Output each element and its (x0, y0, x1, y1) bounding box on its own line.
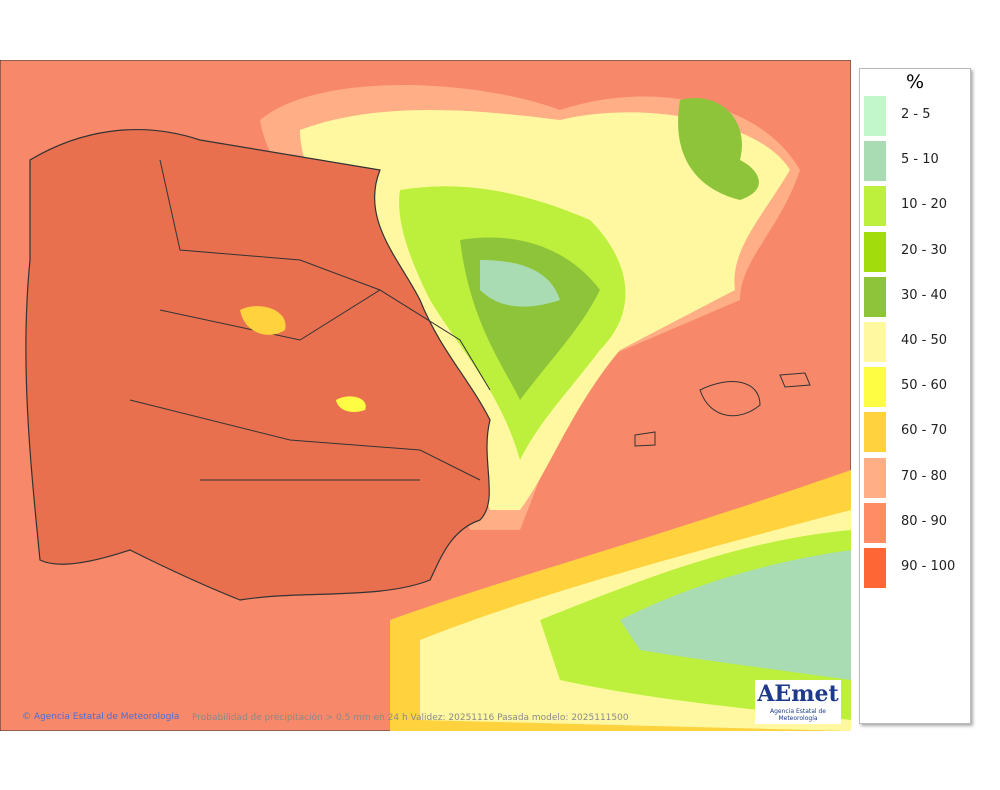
legend-item: 2 - 5 (864, 96, 968, 136)
logo-text: AEmet (757, 681, 839, 707)
legend-label: 10 - 20 (901, 197, 948, 213)
legend-label: 80 - 90 (901, 513, 948, 529)
legend-item: 5 - 10 (864, 141, 968, 182)
legend-label: 50 - 60 (901, 378, 948, 394)
legend-item: 70 - 80 (864, 457, 968, 498)
borders (129, 159, 491, 481)
legend-item: 80 - 90 (864, 502, 968, 543)
legend-swatch (864, 367, 886, 408)
legend-label: 40 - 50 (901, 333, 948, 348)
legend-item: 20 - 30 (864, 231, 968, 272)
legend: % 2 - 5 5 - 10 10 - 20 20 - 30 30 - 40 40 - 5… (859, 68, 971, 724)
legend-label: 2 - 5 (901, 107, 931, 122)
legend-swatch (864, 322, 886, 362)
legend-swatch (864, 96, 886, 136)
legend-swatch (864, 412, 886, 453)
legend-swatch (864, 141, 886, 182)
legend-item: 50 - 60 (864, 367, 968, 408)
logo: AEmet Agencia Estatal de Meteorología (755, 680, 841, 724)
land (25, 128, 491, 601)
legend-swatch (864, 457, 886, 498)
legend-swatch (864, 231, 886, 272)
logo-subtitle: Agencia Estatal de Meteorología (769, 708, 826, 722)
legend-item: 90 - 100 (864, 548, 968, 588)
precipitation-map (0, 60, 851, 731)
legend-swatch (864, 502, 886, 543)
legend-label: 20 - 30 (901, 242, 948, 258)
band (480, 260, 560, 307)
legend-item: 10 - 20 (864, 186, 968, 227)
legend-label: 60 - 70 (901, 423, 948, 439)
band (240, 306, 286, 335)
legend-label: 5 - 10 (901, 152, 939, 168)
legend-title: % (905, 71, 925, 93)
legend-swatch (864, 186, 886, 227)
caption: Probabilidad de precipitación > 0.5 mm e… (192, 713, 629, 723)
band (678, 98, 759, 200)
legend-swatch (864, 548, 886, 588)
band (620, 550, 851, 680)
legend-swatch (864, 276, 886, 317)
legend-label: 90 - 100 (901, 559, 956, 574)
legend-item: 60 - 70 (864, 412, 968, 453)
islands (634, 372, 811, 447)
legend-item: 30 - 40 (864, 276, 968, 317)
legend-label: 30 - 40 (901, 287, 948, 303)
band (336, 396, 366, 412)
legend-label: 70 - 80 (901, 468, 948, 484)
credit: © Agencia Estatal de Meteorología (22, 712, 180, 722)
legend-item: 40 - 50 (864, 322, 968, 362)
